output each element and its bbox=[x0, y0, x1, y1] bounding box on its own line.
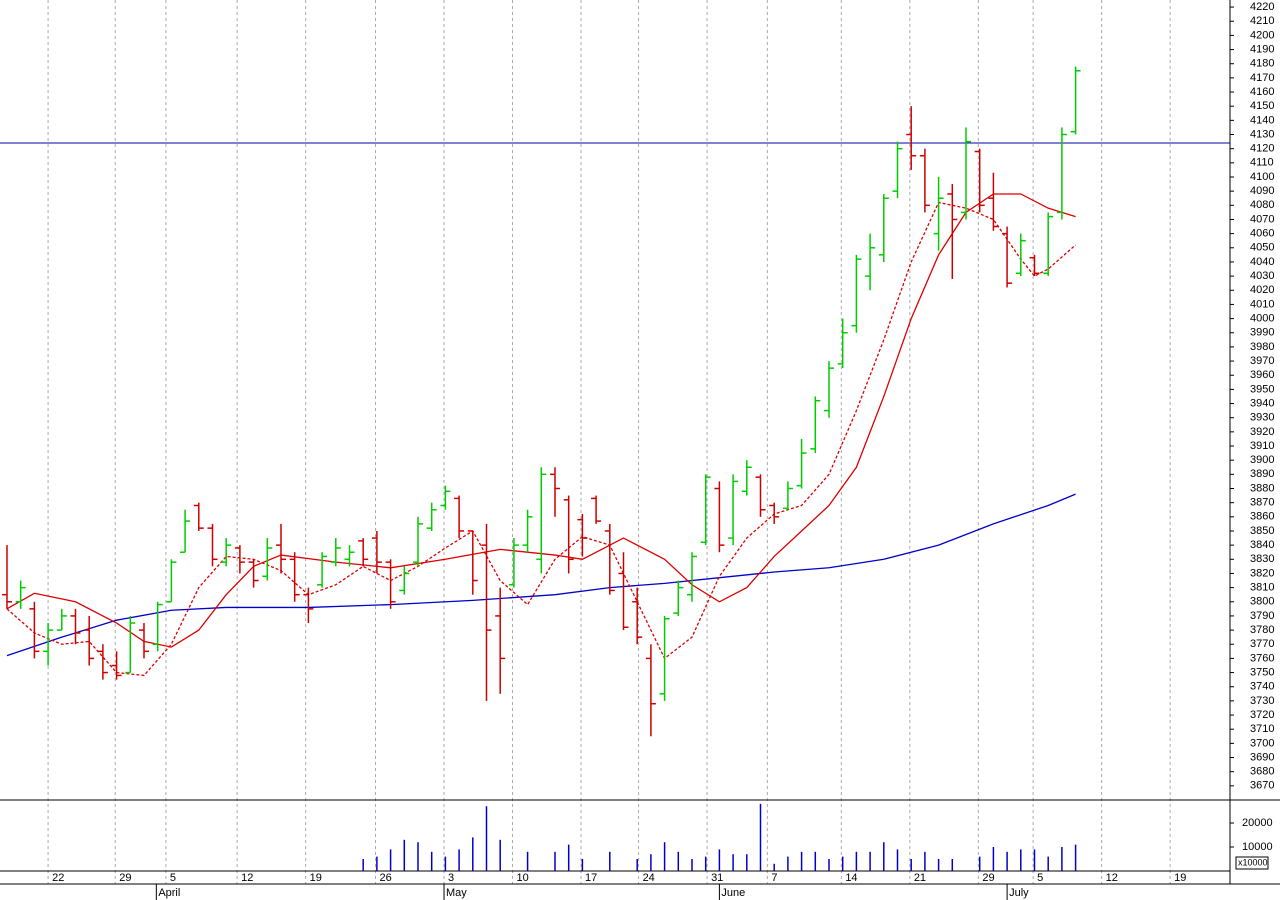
y-tick-label: 4100 bbox=[1250, 171, 1274, 183]
y-tick-label: 3920 bbox=[1250, 426, 1274, 438]
y-tick-label: 3930 bbox=[1250, 412, 1274, 424]
y-tick-label: 4120 bbox=[1250, 143, 1274, 155]
y-tick-label: 3870 bbox=[1250, 497, 1274, 509]
y-tick-label: 3850 bbox=[1250, 525, 1274, 537]
x-tick-label: 7 bbox=[771, 872, 777, 884]
x-tick-label: 22 bbox=[52, 872, 64, 884]
x-tick-label: 17 bbox=[585, 872, 597, 884]
y-tick-label: 3740 bbox=[1250, 681, 1274, 693]
y-tick-label: 4130 bbox=[1250, 128, 1274, 140]
y-tick-label: 4160 bbox=[1250, 86, 1274, 98]
y-tick-label: 3710 bbox=[1250, 723, 1274, 735]
y-tick-label: 3820 bbox=[1250, 567, 1274, 579]
y-tick-label: 4040 bbox=[1250, 256, 1274, 268]
x-tick-label: 12 bbox=[241, 872, 253, 884]
x-tick-label: 12 bbox=[1106, 872, 1118, 884]
month-label: July bbox=[1009, 887, 1029, 899]
x-tick-label: 5 bbox=[1037, 872, 1043, 884]
y-tick-label: 3810 bbox=[1250, 582, 1274, 594]
y-tick-label: 4020 bbox=[1250, 284, 1274, 296]
y-tick-label: 4000 bbox=[1250, 312, 1274, 324]
y-tick-label: 3950 bbox=[1250, 383, 1274, 395]
moving-average bbox=[6, 193, 1076, 648]
y-tick-label: 3700 bbox=[1250, 737, 1274, 749]
y-tick-label: 3720 bbox=[1250, 709, 1274, 721]
y-tick-label: 3800 bbox=[1250, 596, 1274, 608]
y-tick-label: 4150 bbox=[1250, 100, 1274, 112]
y-tick-label: 3790 bbox=[1250, 610, 1274, 622]
y-tick-label: 4210 bbox=[1250, 15, 1274, 27]
y-tick-label: 4140 bbox=[1250, 114, 1274, 126]
y-tick-label: 3860 bbox=[1250, 511, 1274, 523]
y-tick-label: 3840 bbox=[1250, 539, 1274, 551]
x-tick-label: 29 bbox=[982, 872, 994, 884]
x-tick-label: 14 bbox=[845, 872, 857, 884]
y-tick-label: 4030 bbox=[1250, 270, 1274, 282]
y-tick-label: 4070 bbox=[1250, 213, 1274, 225]
y-tick-label: 3900 bbox=[1250, 454, 1274, 466]
y-tick-label: 3730 bbox=[1250, 695, 1274, 707]
x-tick-label: 24 bbox=[643, 872, 655, 884]
y-tick-label: 3880 bbox=[1250, 482, 1274, 494]
y-tick-label: 3890 bbox=[1250, 468, 1274, 480]
y-tick-label: 3750 bbox=[1250, 666, 1274, 678]
y-tick-label: 4200 bbox=[1250, 29, 1274, 41]
volume-tick-label: 20000 bbox=[1242, 817, 1273, 829]
y-tick-label: 3990 bbox=[1250, 327, 1274, 339]
month-label: May bbox=[446, 887, 467, 899]
y-tick-label: 3690 bbox=[1250, 751, 1274, 763]
volume-tick-label: 10000 bbox=[1242, 841, 1273, 853]
x-tick-label: 21 bbox=[914, 872, 926, 884]
month-label: April bbox=[158, 887, 180, 899]
month-label: June bbox=[721, 887, 745, 899]
y-tick-label: 3940 bbox=[1250, 397, 1274, 409]
y-tick-label: 3910 bbox=[1250, 440, 1274, 452]
y-tick-label: 4180 bbox=[1250, 58, 1274, 70]
x-tick-label: 26 bbox=[380, 872, 392, 884]
moving-average bbox=[6, 201, 1077, 677]
y-tick-label: 3780 bbox=[1250, 624, 1274, 636]
x-tick-label: 19 bbox=[1174, 872, 1186, 884]
y-tick-label: 3960 bbox=[1250, 369, 1274, 381]
y-tick-label: 3980 bbox=[1250, 341, 1274, 353]
y-tick-label: 3770 bbox=[1250, 638, 1274, 650]
y-tick-label: 4090 bbox=[1250, 185, 1274, 197]
y-tick-label: 4080 bbox=[1250, 199, 1274, 211]
y-tick-label: 4010 bbox=[1250, 298, 1274, 310]
y-tick-label: 4190 bbox=[1250, 43, 1274, 55]
y-tick-label: 4110 bbox=[1250, 157, 1274, 169]
y-tick-label: 4220 bbox=[1250, 1, 1274, 13]
y-tick-label: 4050 bbox=[1250, 242, 1274, 254]
y-tick-label: 4170 bbox=[1250, 72, 1274, 84]
y-tick-label: 3760 bbox=[1250, 652, 1274, 664]
x-tick-label: 19 bbox=[310, 872, 322, 884]
y-tick-label: 4060 bbox=[1250, 228, 1274, 240]
y-tick-label: 3670 bbox=[1250, 780, 1274, 792]
x-tick-label: 3 bbox=[448, 872, 454, 884]
x-tick-label: 31 bbox=[711, 872, 723, 884]
volume-unit-box bbox=[1235, 856, 1269, 870]
y-tick-label: 3680 bbox=[1250, 766, 1274, 778]
x-tick-label: 10 bbox=[517, 872, 529, 884]
x-tick-label: 5 bbox=[170, 872, 176, 884]
x-tick-label: 29 bbox=[119, 872, 131, 884]
y-tick-label: 3830 bbox=[1250, 553, 1274, 565]
y-tick-label: 3970 bbox=[1250, 355, 1274, 367]
volume-unit: x10000 bbox=[1238, 857, 1268, 867]
